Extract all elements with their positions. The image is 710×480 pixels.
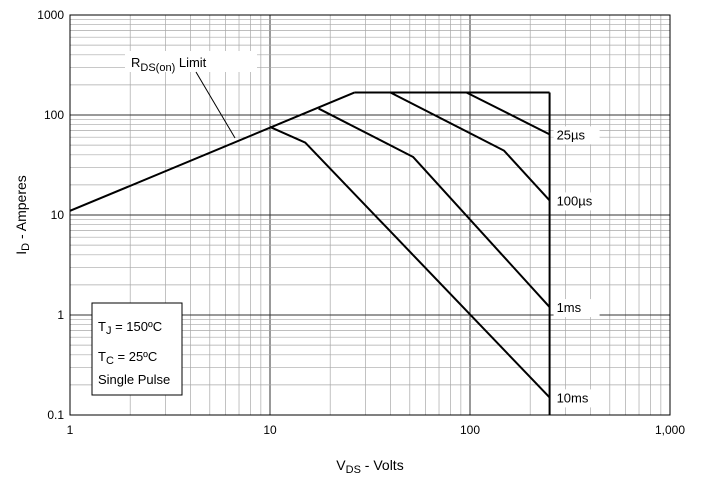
series-line-6 — [269, 126, 551, 399]
rds-limit-label-bg — [125, 51, 257, 72]
condition-pulse: Single Pulse — [98, 372, 170, 387]
condition-tj: TJ = 150ºC — [98, 319, 162, 337]
plot-frame — [69, 14, 671, 416]
grid — [69, 14, 671, 416]
series-line-4 — [389, 91, 551, 202]
curve-label-2: 1ms — [557, 300, 582, 315]
series-line-3 — [465, 91, 551, 136]
curve-label-bg — [553, 126, 600, 145]
y-tick-label: 10 — [51, 208, 65, 222]
y-tick-label: 1000 — [37, 8, 64, 22]
curve-label-0: 25µs — [557, 127, 586, 142]
curve-label-bg — [553, 299, 600, 318]
curve-label-bg — [553, 192, 600, 211]
x-tick-label: 10 — [263, 423, 277, 437]
y-tick-label: 1 — [57, 308, 64, 322]
x-tick-label: 1 — [67, 423, 74, 437]
y-tick-label: 0.1 — [47, 408, 64, 422]
conditions-box — [91, 302, 183, 396]
y-tick-label: 100 — [44, 108, 64, 122]
condition-tc: TC = 25ºC — [98, 349, 157, 367]
y-axis-label: ID - Amperes — [13, 175, 32, 255]
x-axis-label: VDS - Volts — [336, 457, 403, 476]
curve-labels: 25µs 100µs 1ms 10ms — [553, 126, 600, 408]
x-tick-label: 1,000 — [655, 423, 685, 437]
series-line-5 — [318, 107, 551, 308]
rds-limit-label: RDS(on) Limit — [131, 55, 207, 74]
rds-limit-leader — [195, 71, 236, 139]
curve-label-3: 10ms — [557, 390, 589, 405]
x-tick-label: 100 — [460, 423, 480, 437]
curve-label-1: 100µs — [557, 193, 593, 208]
series-layer — [69, 91, 551, 415]
series-line-0 — [69, 91, 356, 212]
curve-label-bg — [553, 389, 600, 408]
